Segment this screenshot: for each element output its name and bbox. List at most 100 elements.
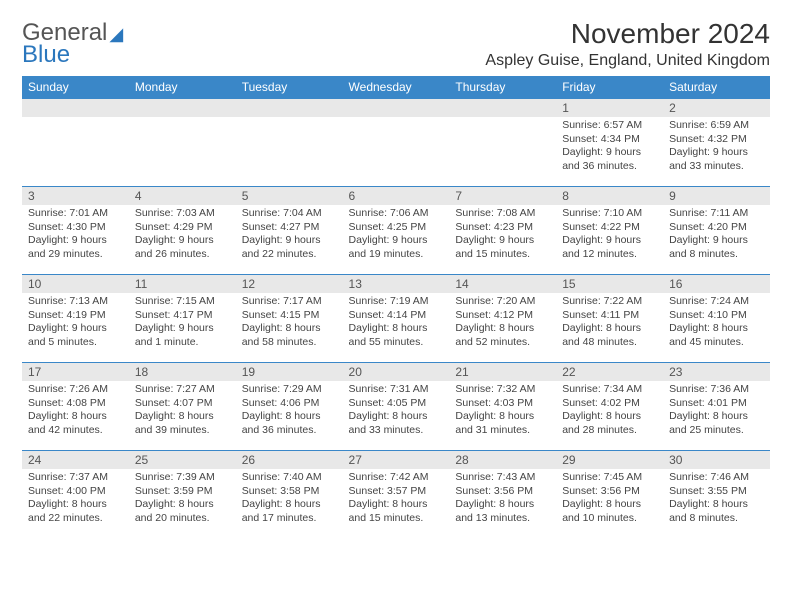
calendar-week: 24Sunrise: 7:37 AMSunset: 4:00 PMDayligh… xyxy=(22,451,770,539)
day-info: Sunrise: 7:15 AMSunset: 4:17 PMDaylight:… xyxy=(129,293,236,352)
sunset: Sunset: 4:15 PM xyxy=(242,309,337,323)
day-number: 23 xyxy=(663,363,770,381)
daylight: Daylight: 8 hours and 31 minutes. xyxy=(455,410,550,437)
calendar-cell xyxy=(129,99,236,187)
day-header: Thursday xyxy=(449,76,556,99)
sunrise: Sunrise: 7:15 AM xyxy=(135,295,230,309)
calendar-cell: 7Sunrise: 7:08 AMSunset: 4:23 PMDaylight… xyxy=(449,187,556,275)
calendar-week: 3Sunrise: 7:01 AMSunset: 4:30 PMDaylight… xyxy=(22,187,770,275)
calendar-cell: 25Sunrise: 7:39 AMSunset: 3:59 PMDayligh… xyxy=(129,451,236,539)
daylight: Daylight: 8 hours and 15 minutes. xyxy=(349,498,444,525)
day-info: Sunrise: 7:08 AMSunset: 4:23 PMDaylight:… xyxy=(449,205,556,264)
daylight: Daylight: 8 hours and 22 minutes. xyxy=(28,498,123,525)
sunrise: Sunrise: 7:19 AM xyxy=(349,295,444,309)
sunset: Sunset: 3:55 PM xyxy=(669,485,764,499)
day-header: Tuesday xyxy=(236,76,343,99)
daylight: Daylight: 8 hours and 48 minutes. xyxy=(562,322,657,349)
sunrise: Sunrise: 7:29 AM xyxy=(242,383,337,397)
daylight: Daylight: 9 hours and 26 minutes. xyxy=(135,234,230,261)
day-info: Sunrise: 7:11 AMSunset: 4:20 PMDaylight:… xyxy=(663,205,770,264)
sunrise: Sunrise: 7:43 AM xyxy=(455,471,550,485)
day-number: 12 xyxy=(236,275,343,293)
daylight: Daylight: 8 hours and 17 minutes. xyxy=(242,498,337,525)
sunrise: Sunrise: 7:37 AM xyxy=(28,471,123,485)
sunset: Sunset: 4:00 PM xyxy=(28,485,123,499)
month-title: November 2024 xyxy=(485,18,770,50)
calendar-table: SundayMondayTuesdayWednesdayThursdayFrid… xyxy=(22,76,770,539)
sunset: Sunset: 4:23 PM xyxy=(455,221,550,235)
calendar-cell: 13Sunrise: 7:19 AMSunset: 4:14 PMDayligh… xyxy=(343,275,450,363)
daylight: Daylight: 8 hours and 58 minutes. xyxy=(242,322,337,349)
day-number: 4 xyxy=(129,187,236,205)
sunset: Sunset: 3:56 PM xyxy=(562,485,657,499)
daylight: Daylight: 8 hours and 39 minutes. xyxy=(135,410,230,437)
calendar-cell xyxy=(343,99,450,187)
days-of-week-row: SundayMondayTuesdayWednesdayThursdayFrid… xyxy=(22,76,770,99)
day-number: 19 xyxy=(236,363,343,381)
day-info: Sunrise: 7:24 AMSunset: 4:10 PMDaylight:… xyxy=(663,293,770,352)
daylight: Daylight: 9 hours and 29 minutes. xyxy=(28,234,123,261)
sunrise: Sunrise: 7:34 AM xyxy=(562,383,657,397)
day-number: 21 xyxy=(449,363,556,381)
sunrise: Sunrise: 7:22 AM xyxy=(562,295,657,309)
sunrise: Sunrise: 7:04 AM xyxy=(242,207,337,221)
day-number: 18 xyxy=(129,363,236,381)
calendar-cell: 2Sunrise: 6:59 AMSunset: 4:32 PMDaylight… xyxy=(663,99,770,187)
sunrise: Sunrise: 7:08 AM xyxy=(455,207,550,221)
day-info: Sunrise: 7:10 AMSunset: 4:22 PMDaylight:… xyxy=(556,205,663,264)
sunrise: Sunrise: 7:31 AM xyxy=(349,383,444,397)
day-info: Sunrise: 7:42 AMSunset: 3:57 PMDaylight:… xyxy=(343,469,450,528)
sunset: Sunset: 4:10 PM xyxy=(669,309,764,323)
calendar-cell: 29Sunrise: 7:45 AMSunset: 3:56 PMDayligh… xyxy=(556,451,663,539)
day-header: Monday xyxy=(129,76,236,99)
sunset: Sunset: 4:32 PM xyxy=(669,133,764,147)
day-number xyxy=(236,99,343,117)
sunrise: Sunrise: 7:46 AM xyxy=(669,471,764,485)
header-right: November 2024 Aspley Guise, England, Uni… xyxy=(485,18,770,70)
daylight: Daylight: 9 hours and 36 minutes. xyxy=(562,146,657,173)
calendar-cell xyxy=(449,99,556,187)
calendar-cell: 17Sunrise: 7:26 AMSunset: 4:08 PMDayligh… xyxy=(22,363,129,451)
sunset: Sunset: 4:17 PM xyxy=(135,309,230,323)
daylight: Daylight: 9 hours and 1 minute. xyxy=(135,322,230,349)
sunrise: Sunrise: 7:20 AM xyxy=(455,295,550,309)
day-info: Sunrise: 7:26 AMSunset: 4:08 PMDaylight:… xyxy=(22,381,129,440)
sunset: Sunset: 4:30 PM xyxy=(28,221,123,235)
calendar-cell: 30Sunrise: 7:46 AMSunset: 3:55 PMDayligh… xyxy=(663,451,770,539)
day-info: Sunrise: 7:27 AMSunset: 4:07 PMDaylight:… xyxy=(129,381,236,440)
day-info: Sunrise: 7:37 AMSunset: 4:00 PMDaylight:… xyxy=(22,469,129,528)
calendar-cell: 9Sunrise: 7:11 AMSunset: 4:20 PMDaylight… xyxy=(663,187,770,275)
day-number: 25 xyxy=(129,451,236,469)
day-number xyxy=(22,99,129,117)
day-info: Sunrise: 7:20 AMSunset: 4:12 PMDaylight:… xyxy=(449,293,556,352)
sunrise: Sunrise: 7:45 AM xyxy=(562,471,657,485)
day-number: 9 xyxy=(663,187,770,205)
logo-line2: Blue xyxy=(22,44,123,66)
day-number: 16 xyxy=(663,275,770,293)
calendar-cell: 18Sunrise: 7:27 AMSunset: 4:07 PMDayligh… xyxy=(129,363,236,451)
sunset: Sunset: 4:27 PM xyxy=(242,221,337,235)
sunset: Sunset: 3:58 PM xyxy=(242,485,337,499)
sunrise: Sunrise: 7:39 AM xyxy=(135,471,230,485)
daylight: Daylight: 9 hours and 5 minutes. xyxy=(28,322,123,349)
calendar-cell: 1Sunrise: 6:57 AMSunset: 4:34 PMDaylight… xyxy=(556,99,663,187)
day-info: Sunrise: 7:17 AMSunset: 4:15 PMDaylight:… xyxy=(236,293,343,352)
day-header: Friday xyxy=(556,76,663,99)
day-info: Sunrise: 7:32 AMSunset: 4:03 PMDaylight:… xyxy=(449,381,556,440)
day-number: 28 xyxy=(449,451,556,469)
sunrise: Sunrise: 6:59 AM xyxy=(669,119,764,133)
calendar-cell: 14Sunrise: 7:20 AMSunset: 4:12 PMDayligh… xyxy=(449,275,556,363)
sunrise: Sunrise: 7:40 AM xyxy=(242,471,337,485)
sunrise: Sunrise: 7:11 AM xyxy=(669,207,764,221)
sunset: Sunset: 4:08 PM xyxy=(28,397,123,411)
sunset: Sunset: 4:20 PM xyxy=(669,221,764,235)
daylight: Daylight: 8 hours and 8 minutes. xyxy=(669,498,764,525)
sunset: Sunset: 4:11 PM xyxy=(562,309,657,323)
calendar-cell: 11Sunrise: 7:15 AMSunset: 4:17 PMDayligh… xyxy=(129,275,236,363)
day-info: Sunrise: 7:31 AMSunset: 4:05 PMDaylight:… xyxy=(343,381,450,440)
sunrise: Sunrise: 7:42 AM xyxy=(349,471,444,485)
calendar-body: 1Sunrise: 6:57 AMSunset: 4:34 PMDaylight… xyxy=(22,99,770,539)
calendar-cell: 16Sunrise: 7:24 AMSunset: 4:10 PMDayligh… xyxy=(663,275,770,363)
calendar-cell: 19Sunrise: 7:29 AMSunset: 4:06 PMDayligh… xyxy=(236,363,343,451)
daylight: Daylight: 9 hours and 33 minutes. xyxy=(669,146,764,173)
